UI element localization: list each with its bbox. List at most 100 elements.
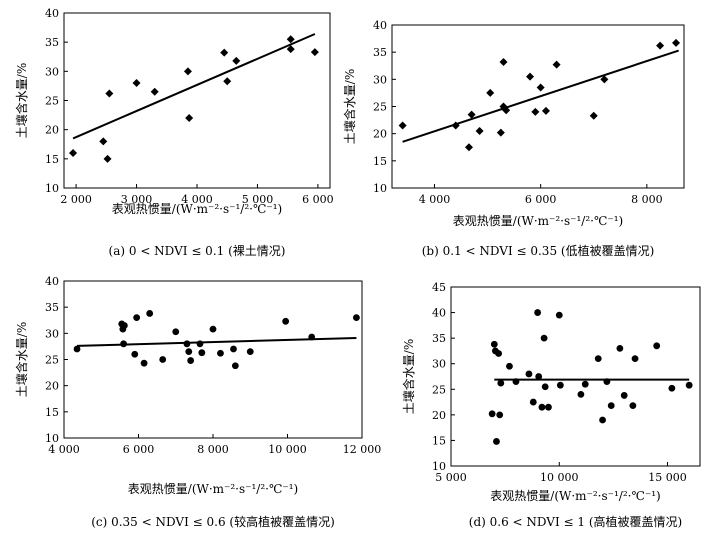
data-point bbox=[603, 378, 611, 386]
y-tick-label: 25 bbox=[373, 101, 387, 114]
data-point bbox=[600, 75, 609, 84]
data-point bbox=[282, 317, 290, 325]
data-point bbox=[607, 402, 615, 410]
y-tick-label: 20 bbox=[432, 409, 446, 422]
x-tick-label: 6 000 bbox=[525, 193, 557, 206]
data-point bbox=[133, 314, 141, 322]
data-point bbox=[541, 383, 549, 391]
y-tick-label: 15 bbox=[45, 406, 59, 419]
data-point bbox=[246, 348, 254, 356]
y-tick-label: 40 bbox=[45, 275, 59, 288]
data-point bbox=[172, 328, 180, 336]
data-point bbox=[685, 381, 693, 389]
data-point bbox=[231, 362, 239, 370]
data-point bbox=[196, 340, 204, 348]
data-point bbox=[451, 121, 460, 130]
y-tick-label: 15 bbox=[373, 155, 387, 168]
y-tick-label: 30 bbox=[373, 73, 387, 86]
data-point bbox=[131, 350, 139, 358]
data-point bbox=[502, 106, 511, 115]
plot-frame bbox=[391, 24, 685, 189]
x-tick-label: 2 000 bbox=[60, 193, 92, 206]
data-point bbox=[232, 56, 241, 65]
data-point bbox=[552, 60, 561, 69]
panel-b: 10 15 20 25 30 35 40 4 000 6 000 8 000 土壤含水量/% 表观热惯… bbox=[342, 19, 685, 258]
data-point bbox=[185, 114, 194, 122]
x-tick-label: 4 000 bbox=[48, 443, 80, 456]
data-point bbox=[146, 310, 154, 317]
panel-a: 10 15 20 25 30 35 40 2 000 3 000 4 000 5 000 6 000 土… bbox=[14, 7, 334, 258]
data-point bbox=[555, 311, 563, 319]
data-point bbox=[286, 35, 295, 44]
data-point bbox=[581, 380, 589, 388]
x-tick-label: 3 000 bbox=[121, 193, 153, 206]
data-point bbox=[475, 126, 484, 135]
y-tick-label: 25 bbox=[432, 383, 446, 396]
data-point bbox=[495, 350, 503, 357]
data-point bbox=[183, 67, 192, 76]
panel-caption: (d) 0.6 < NDVI ≤ 1 (高植被覆盖情况) bbox=[469, 514, 682, 529]
data-point bbox=[99, 137, 108, 146]
data-point bbox=[589, 111, 598, 120]
data-point bbox=[534, 309, 542, 316]
x-tick-label: 10 000 bbox=[540, 471, 579, 484]
y-tick-label: 30 bbox=[432, 358, 446, 371]
data-point bbox=[73, 345, 81, 353]
x-axis-label: 表观热惯量/(W·m⁻²·s⁻¹/²·℃⁻¹) bbox=[112, 201, 282, 216]
x-tick-label: 6 000 bbox=[302, 193, 334, 206]
data-point bbox=[223, 77, 232, 86]
x-tick-label: 4 000 bbox=[181, 193, 213, 206]
data-point bbox=[535, 373, 543, 380]
y-axis-label: 土壤含水量/% bbox=[14, 63, 29, 138]
data-point bbox=[198, 349, 206, 357]
data-point bbox=[512, 378, 520, 386]
data-point bbox=[308, 333, 316, 341]
data-point bbox=[140, 359, 148, 367]
x-tick-label: 8 000 bbox=[197, 443, 229, 456]
data-point bbox=[506, 362, 513, 370]
data-point bbox=[497, 379, 505, 387]
x-tick-label: 5 000 bbox=[435, 471, 467, 484]
data-point bbox=[120, 340, 127, 348]
panel-caption: (c) 0.35 < NDVI ≤ 0.6 (较高植被覆盖情况) bbox=[91, 514, 335, 529]
data-point bbox=[599, 416, 606, 424]
data-point bbox=[536, 83, 545, 92]
trend-line bbox=[402, 49, 680, 143]
y-tick-label: 10 bbox=[45, 432, 59, 445]
data-point bbox=[540, 334, 548, 342]
data-point bbox=[310, 48, 319, 57]
y-tick-label: 20 bbox=[45, 380, 59, 393]
y-tick-label: 15 bbox=[45, 153, 59, 166]
data-point bbox=[464, 143, 473, 152]
data-point bbox=[220, 48, 229, 57]
data-point bbox=[150, 87, 159, 96]
data-point bbox=[187, 357, 195, 364]
x-tick-label: 10 000 bbox=[268, 443, 307, 456]
data-point bbox=[69, 149, 78, 157]
x-tick-label: 4 000 bbox=[419, 193, 451, 206]
data-point bbox=[538, 403, 546, 411]
panel-d: 10 15 20 25 30 35 40 45 5 000 10 000 15 000 土壤含水量/%… bbox=[401, 281, 701, 529]
y-tick-label: 40 bbox=[432, 307, 446, 320]
y-tick-label: 35 bbox=[373, 46, 387, 59]
data-point bbox=[217, 349, 224, 357]
data-point bbox=[398, 121, 407, 130]
data-point bbox=[656, 41, 665, 50]
data-point bbox=[620, 392, 628, 399]
data-point bbox=[499, 57, 508, 66]
data-point bbox=[230, 345, 237, 353]
data-point bbox=[132, 79, 141, 87]
data-point bbox=[120, 322, 128, 329]
data-point bbox=[525, 370, 533, 378]
y-axis-label: 土壤含水量/% bbox=[342, 69, 357, 144]
data-point bbox=[631, 355, 639, 362]
data-point bbox=[209, 325, 217, 333]
y-axis-label: 土壤含水量/% bbox=[401, 339, 416, 414]
plot-frame bbox=[450, 286, 701, 467]
data-point bbox=[159, 356, 167, 363]
data-point bbox=[529, 398, 537, 406]
data-point bbox=[545, 403, 552, 411]
data-point bbox=[496, 128, 505, 137]
y-tick-label: 10 bbox=[373, 182, 387, 195]
